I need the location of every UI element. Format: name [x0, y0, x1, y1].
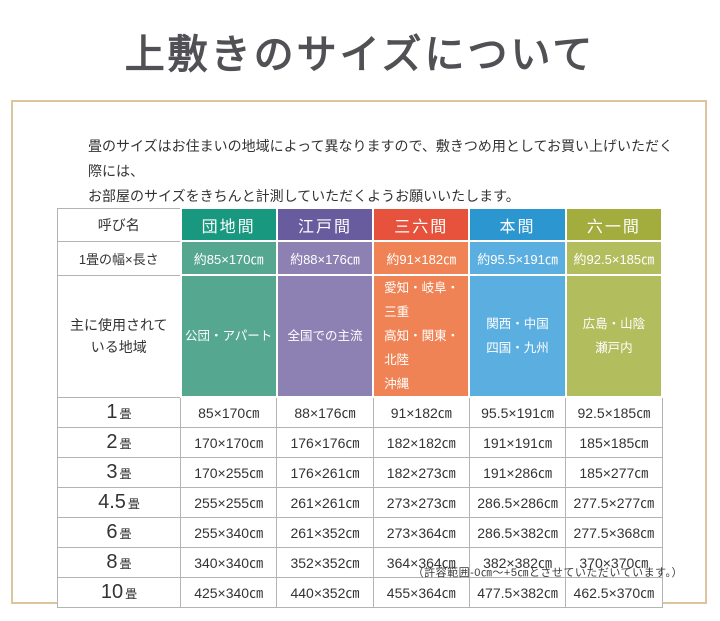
width-cell-1: 約88×176㎝ [275, 240, 375, 276]
size-value-1: 440×352㎝ [276, 577, 374, 608]
size-value-2: 91×182㎝ [372, 396, 470, 428]
size-value-1: 261×261㎝ [276, 487, 374, 518]
size-value-3: 191×191㎝ [468, 427, 567, 458]
size-row-label: 10 畳 [57, 577, 181, 608]
region-row-label: 主に使用されて いる地域 [57, 274, 181, 398]
width-row: 1畳の幅×長さ 約85×170㎝ 約88×176㎝ 約91×182㎝ 約95.5×191… [57, 240, 664, 276]
size-value-1: 88×176㎝ [276, 396, 374, 428]
size-row-1: 1 畳 85×170㎝ 88×176㎝ 91×182㎝ 95.5×191㎝ 92.5×185… [57, 396, 663, 428]
size-value-3: 477.5×382㎝ [468, 577, 567, 608]
width-row-label: 1畳の幅×長さ [57, 240, 181, 276]
intro-line-2: お部屋のサイズをきちんと計測していただくようお願いいたします。 [88, 188, 520, 204]
size-value-0: 170×170㎝ [179, 427, 278, 458]
size-row-3: 3 畳 170×255㎝ 176×261㎝ 182×273㎝ 191×286㎝ 185×27… [57, 457, 663, 488]
size-row-8: 8 畳 340×340㎝ 352×352㎝ 364×364㎝ 382×382㎝ 370×37… [57, 547, 663, 578]
size-row-6: 6 畳 255×340㎝ 261×352㎝ 273×364㎝ 286.5×382㎝ 277.… [57, 517, 663, 548]
tolerance-note: （許容範囲-0㎝～+5㎝とさせていただいています。） [412, 567, 683, 579]
size-value-1: 176×176㎝ [276, 427, 374, 458]
size-value-4: 92.5×185㎝ [565, 396, 663, 428]
size-value-1: 176×261㎝ [276, 457, 374, 488]
region-row: 主に使用されて いる地域 公団・アパート 全国での主流 愛知・岐阜・三重 高知・関東・北陸… [57, 274, 664, 398]
size-value-4: 370×370㎝ [565, 547, 663, 578]
size-value-3: 286.5×382㎝ [468, 517, 567, 548]
size-value-2: 364×364㎝ [372, 547, 470, 578]
column-header-4: 六一間 [564, 207, 664, 242]
size-value-3: 191×286㎝ [468, 457, 567, 488]
size-value-2: 182×182㎝ [372, 427, 470, 458]
region-cell-1: 全国での主流 [275, 274, 375, 398]
intro-text: 畳のサイズはお住まいの地域によって異なりますので、敷きつめ用としてお買い上げいた… [88, 134, 685, 209]
page-title: 上敷きのサイズについて [124, 31, 596, 78]
size-value-1: 352×352㎝ [276, 547, 374, 578]
size-value-0: 255×340㎝ [179, 517, 278, 548]
column-header-2: 三六間 [372, 207, 471, 242]
column-header-0: 団地間 [179, 207, 278, 242]
size-value-0: 255×255㎝ [179, 487, 278, 518]
width-cell-4: 約92.5×185㎝ [564, 240, 664, 276]
size-value-4: 462.5×370㎝ [565, 577, 663, 608]
corner-header-cell: 呼び名 [57, 207, 181, 242]
region-cell-4: 広島・山陰 瀬戸内 [564, 274, 664, 398]
size-value-3: 95.5×191㎝ [468, 396, 567, 428]
column-header-1: 江戸間 [275, 207, 375, 242]
size-row-10: 10 畳 425×340㎝ 440×352㎝ 455×364㎝ 477.5×382㎝ 462… [57, 577, 663, 608]
size-row-4.5: 4.5 畳 255×255㎝ 261×261㎝ 273×273㎝ 286.5×286㎝ 27… [57, 487, 663, 518]
region-cell-0: 公団・アパート [179, 274, 278, 398]
size-value-4: 277.5×277㎝ [565, 487, 663, 518]
size-value-2: 273×273㎝ [372, 487, 470, 518]
region-cell-3: 関西・中国 四国・九州 [468, 274, 567, 398]
column-header-3: 本間 [468, 207, 567, 242]
size-value-0: 85×170㎝ [179, 396, 278, 428]
size-row-label: 4.5 畳 [57, 487, 181, 518]
size-row-2: 2 畳 170×170㎝ 176×176㎝ 182×182㎝ 191×191㎝ 185×18… [57, 427, 663, 458]
size-value-4: 277.5×368㎝ [565, 517, 663, 548]
size-value-0: 425×340㎝ [179, 577, 278, 608]
width-cell-0: 約85×170㎝ [179, 240, 278, 276]
tatami-size-table: 呼び名 団地間 江戸間 三六間 本間 六一間 1畳の幅×長さ 約85×170㎝ 約88×176㎝… [57, 207, 664, 608]
size-value-2: 273×364㎝ [372, 517, 470, 548]
size-value-4: 185×277㎝ [565, 457, 663, 488]
header-row: 呼び名 団地間 江戸間 三六間 本間 六一間 [57, 207, 664, 242]
region-cell-2: 愛知・岐阜・三重 高知・関東・北陸 沖縄 [372, 274, 471, 398]
size-value-2: 182×273㎝ [372, 457, 470, 488]
size-value-4: 185×185㎝ [565, 427, 663, 458]
size-value-3: 286.5×286㎝ [468, 487, 567, 518]
size-value-2: 455×364㎝ [372, 577, 470, 608]
width-cell-2: 約91×182㎝ [372, 240, 471, 276]
size-value-0: 340×340㎝ [179, 547, 278, 578]
intro-line-1: 畳のサイズはお住まいの地域によって異なりますので、敷きつめ用としてお買い上げいた… [88, 138, 674, 179]
size-value-1: 261×352㎝ [276, 517, 374, 548]
table-body: 呼び名 団地間 江戸間 三六間 本間 六一間 1畳の幅×長さ 約85×170㎝ 約88×176㎝… [57, 207, 664, 608]
content-frame: 畳のサイズはお住まいの地域によって異なりますので、敷きつめ用としてお買い上げいた… [11, 100, 707, 608]
width-cell-3: 約95.5×191㎝ [468, 240, 567, 276]
size-value-0: 170×255㎝ [179, 457, 278, 488]
